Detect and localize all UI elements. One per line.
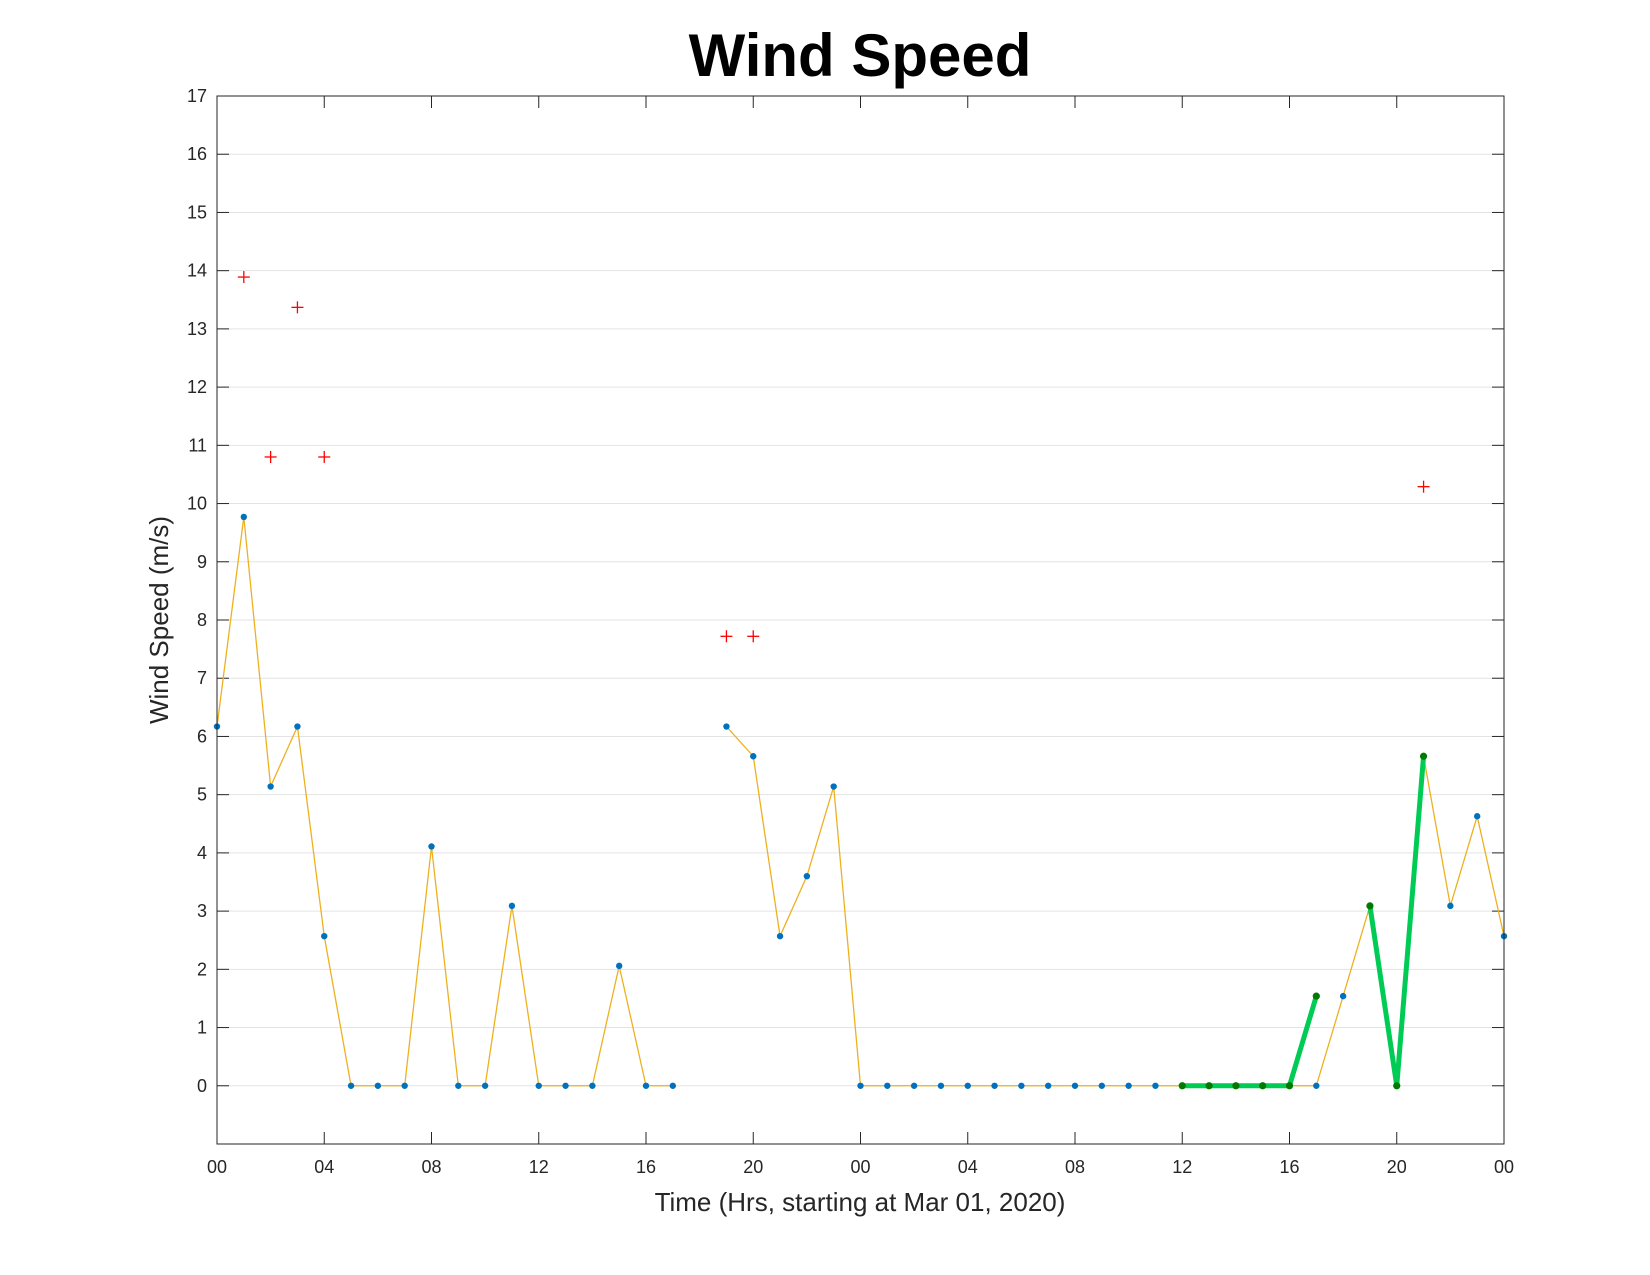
y-tick-label: 0 [197,1076,207,1096]
measured-point [776,932,784,940]
y-tick-label: 8 [197,610,207,630]
y-tick-label: 6 [197,726,207,746]
plus-marker [291,301,304,314]
plus-marker [1417,480,1430,493]
x-tick-label: 04 [314,1157,334,1177]
measured-point [1125,1082,1132,1089]
x-tick-label: 08 [421,1157,441,1177]
x-tick-label: 00 [1494,1157,1514,1177]
y-tick-label: 5 [197,785,207,805]
highlighted-series-line [1182,995,1319,1089]
measured-point [1313,1082,1320,1089]
x-tick-label: 16 [1279,1157,1299,1177]
highlighted-point [1285,1082,1294,1090]
y-tick-label: 13 [187,319,207,339]
plus-marker [318,450,331,463]
highlighted-point [1419,752,1428,760]
measured-point [294,723,301,730]
measured-point [964,1082,971,1089]
measured-point [1339,992,1347,1000]
measured-point [669,1082,677,1089]
x-tick-label: 20 [1387,1157,1407,1177]
highlighted-point [1178,1082,1186,1090]
y-tick-label: 1 [197,1018,207,1038]
x-tick-label: 08 [1065,1157,1085,1177]
x-tick-label: 04 [958,1157,978,1177]
measured-point [321,932,328,940]
highlighted-point [1232,1082,1240,1090]
x-tick-label: 20 [743,1157,763,1177]
measured-point [240,513,248,521]
measured-point [615,962,623,970]
chart-title: Wind Speed [689,22,1032,89]
plus-marker [264,450,277,463]
plus-marker [747,630,760,643]
plot-area [213,271,1508,1090]
measured-point [562,1082,569,1089]
measured-point [830,783,837,790]
measured-point [1098,1082,1106,1089]
highlighted-point [1312,992,1320,1000]
measured-point [1473,813,1481,820]
measured-point [1018,1082,1025,1089]
highlighted-point [1366,902,1374,910]
x-tick-label: 12 [1172,1157,1192,1177]
highlighted-series-line [1367,756,1427,1089]
y-tick-label: 15 [187,202,207,222]
measured-point [910,1082,918,1089]
y-tick-label: 2 [197,959,207,979]
gridlines [217,95,1504,1087]
measured-point [347,1082,355,1089]
measured-point [642,1082,650,1089]
x-tick-label: 00 [207,1157,227,1177]
measured-point [991,1082,998,1089]
measured-point [884,1082,891,1089]
measured-point [589,1082,596,1089]
x-tick-label: 00 [850,1157,870,1177]
measured-point [428,843,435,850]
measured-point [857,1082,864,1089]
x-axis-label: Time (Hrs, starting at Mar 01, 2020) [655,1187,1066,1217]
measured-point [267,783,274,790]
x-tick-label: 12 [529,1157,549,1177]
y-tick-label: 7 [197,668,207,688]
y-tick-label: 9 [197,552,207,572]
measured-point [723,723,730,730]
measured-point [455,1082,462,1089]
y-axis-label: Wind Speed (m/s) [144,516,174,724]
measured-point [1152,1082,1159,1089]
measured-point [803,872,811,880]
measured-point [374,1082,382,1089]
measured-point [937,1082,945,1089]
measured-point [508,902,516,910]
highlighted-point [1205,1082,1213,1090]
plus-marker [720,630,733,643]
y-tick-label: 3 [197,901,207,921]
y-tick-label: 17 [187,86,207,106]
highlighted-point [1259,1082,1267,1090]
measured-point [481,1082,489,1089]
y-tick-label: 10 [187,494,207,514]
y-tick-label: 16 [187,144,207,164]
measured-point [1071,1082,1079,1089]
measured-point [1447,902,1454,910]
measured-point [1044,1082,1052,1089]
axes-box [216,95,1505,1145]
measured-point [535,1082,542,1089]
measured-point [750,753,757,760]
y-tick-label: 4 [197,843,207,863]
measured-series-line [216,516,673,1087]
measured-point [401,1082,408,1089]
x-tick-label: 16 [636,1157,656,1177]
highlighted-point [1393,1082,1401,1090]
plus-marker [237,271,250,284]
y-tick-label: 12 [187,377,207,397]
y-tick-label: 11 [188,435,207,455]
y-tick-label: 14 [187,261,207,281]
